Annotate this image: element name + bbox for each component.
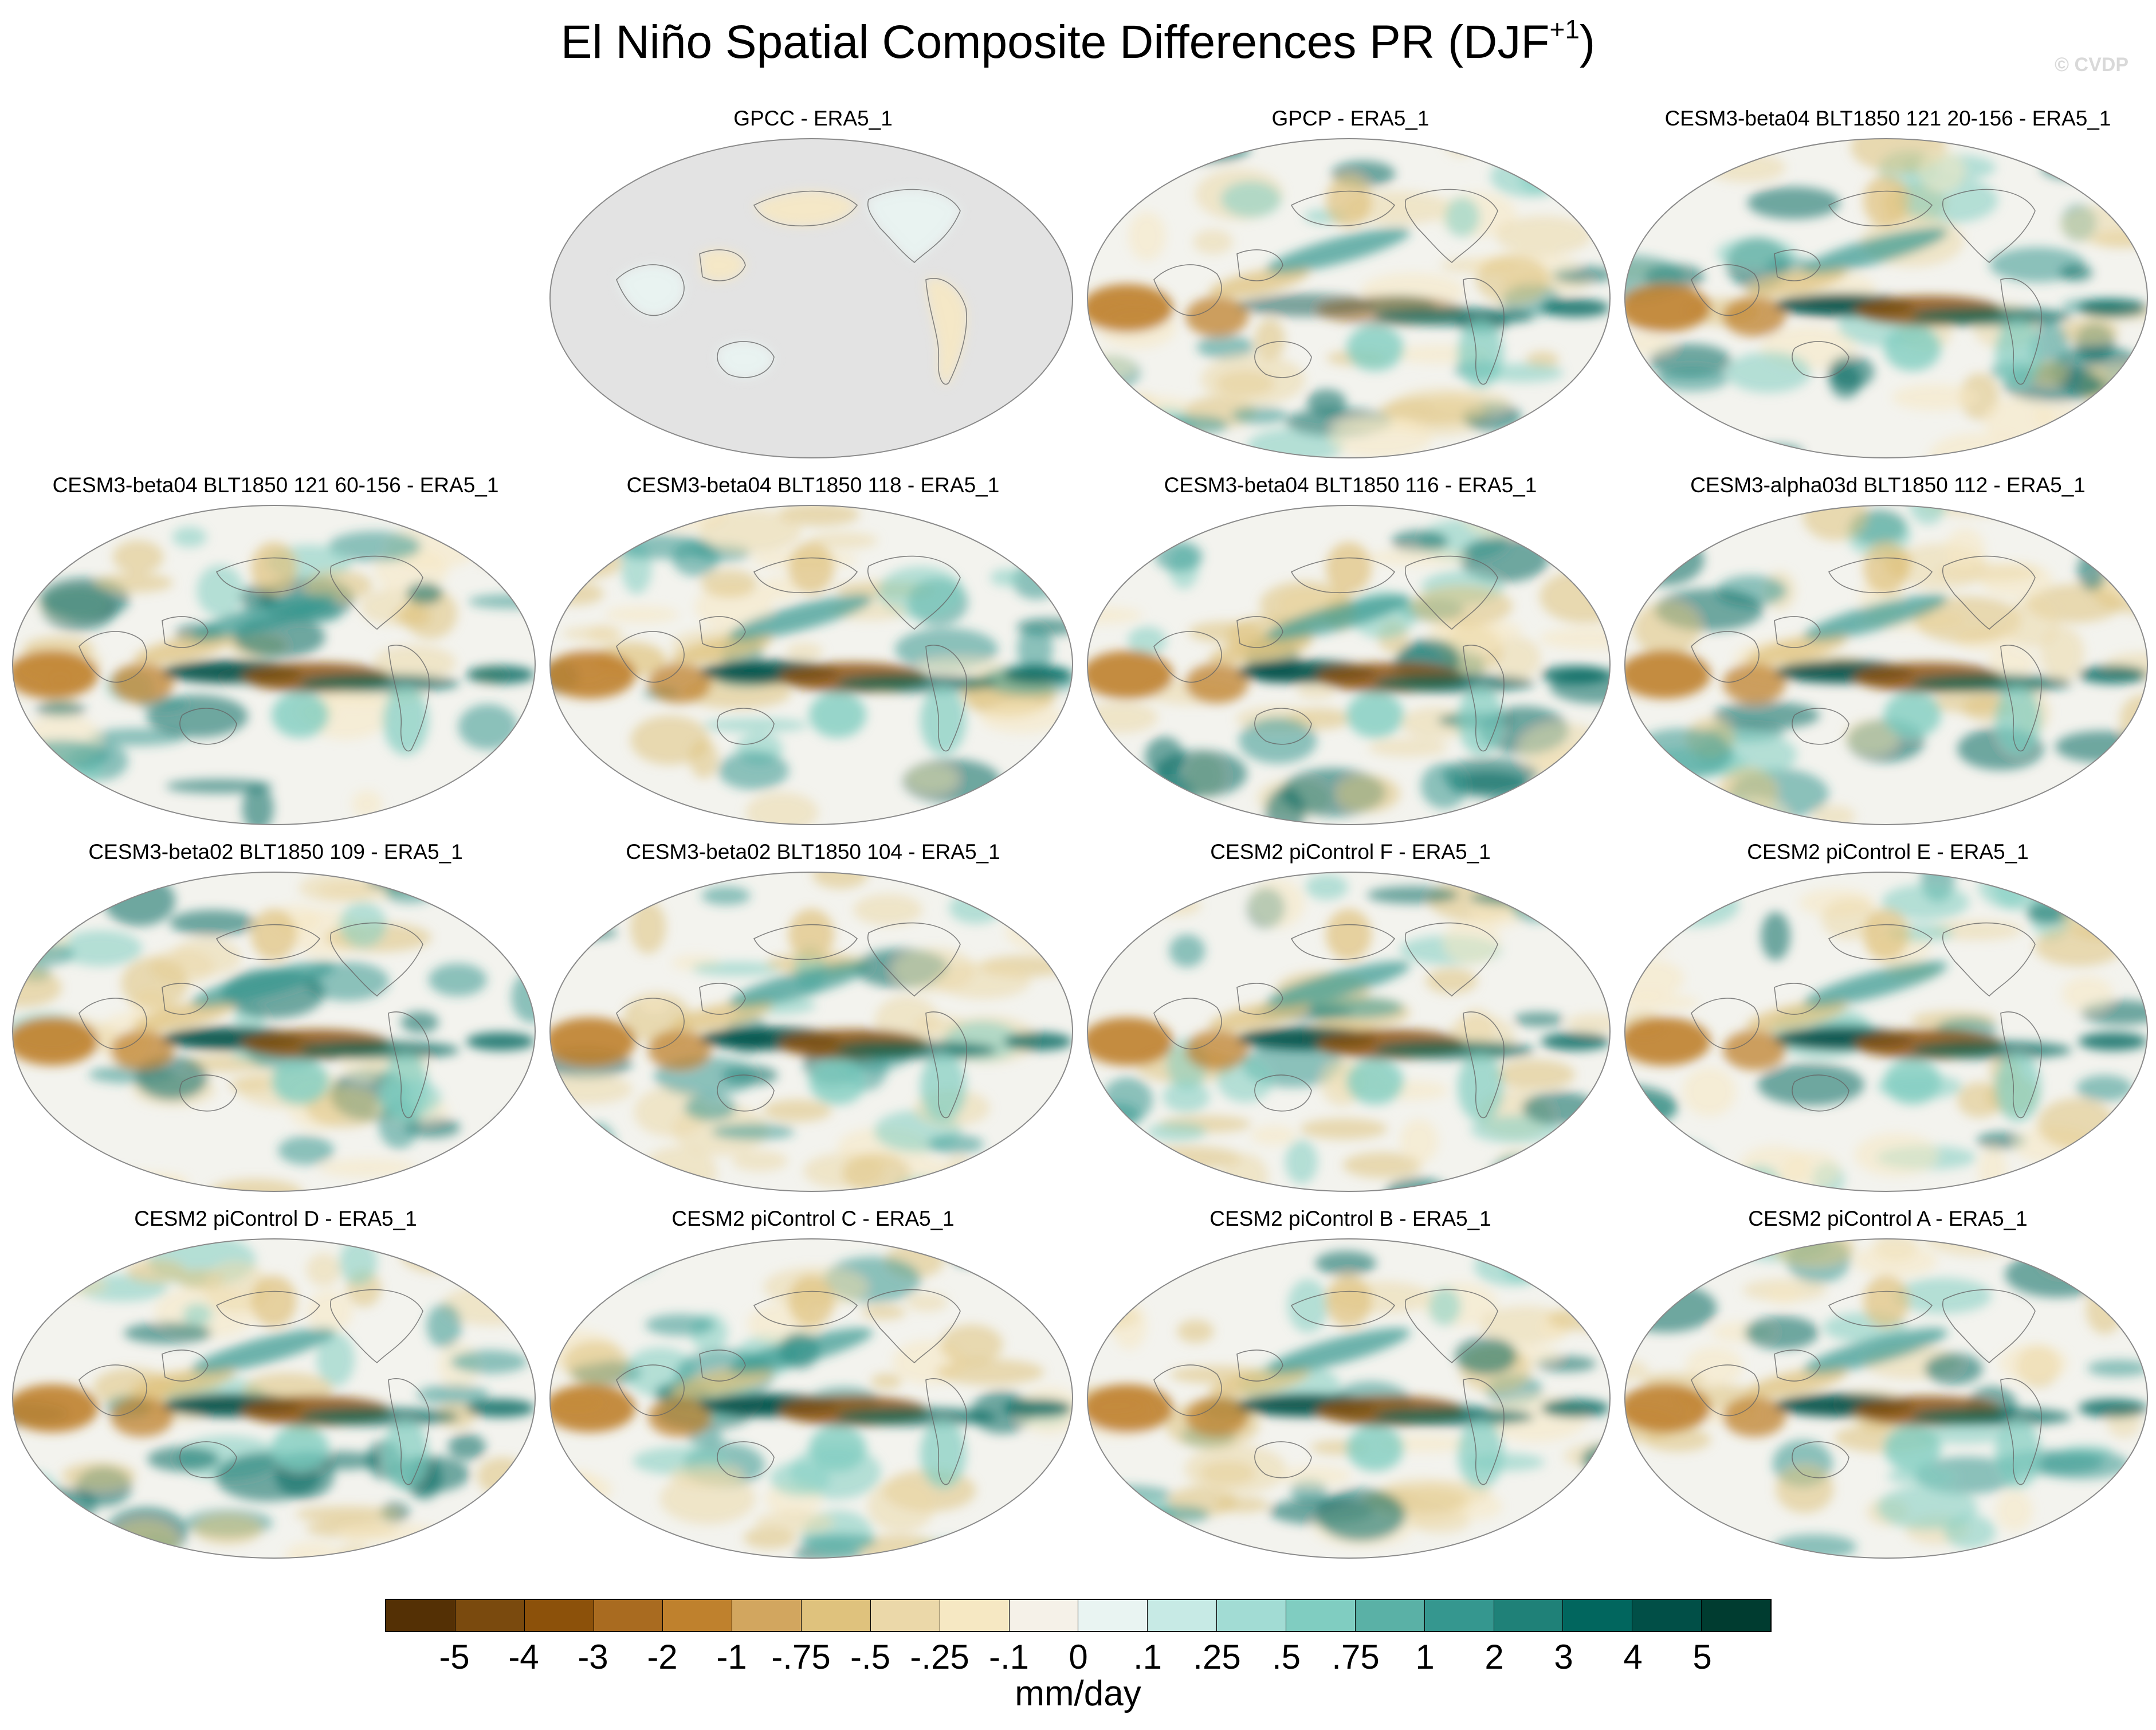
map-panel: CESM3-beta04 BLT1850 121 20-156 - ERA5_1 [1623, 108, 2153, 463]
colorbar-swatch [663, 1600, 733, 1631]
panel-title: CESM3-beta02 BLT1850 104 - ERA5_1 [626, 840, 1000, 864]
panel-title: CESM2 piControl F - ERA5_1 [1210, 840, 1491, 864]
colorbar-units: mm/day [1015, 1674, 1141, 1713]
colorbar-swatch [1563, 1600, 1633, 1631]
colorbar-swatch [870, 1600, 940, 1631]
panel-map [12, 505, 536, 825]
panel-map [1087, 1238, 1611, 1559]
panel-title: CESM3-beta04 BLT1850 121 20-156 - ERA5_1 [1664, 107, 2111, 130]
colorbar-tick-label: .75 [1332, 1638, 1380, 1676]
panel-map [1087, 872, 1611, 1192]
figure-title: El Niño Spatial Composite Differences PR… [0, 16, 2156, 66]
colorbar-tick-label: -3 [578, 1638, 608, 1676]
colorbar-swatch [1355, 1600, 1425, 1631]
figure-title-close: ) [1579, 16, 1596, 68]
map-panel: CESM3-alpha03d BLT1850 112 - ERA5_1 [1623, 474, 2153, 830]
panel-title: CESM2 piControl B - ERA5_1 [1209, 1207, 1491, 1230]
colorbar-tick-label: .25 [1193, 1638, 1241, 1676]
colorbar-swatch [940, 1600, 1010, 1631]
colorbar-tick-label: 1 [1415, 1638, 1435, 1676]
colorbar-swatch [1424, 1600, 1494, 1631]
panel-title: CESM3-beta02 BLT1850 109 - ERA5_1 [88, 840, 463, 864]
colorbar-tick-label: -.25 [910, 1638, 969, 1676]
panel-map [1624, 505, 2148, 825]
figure-title-superscript: +1 [1549, 14, 1580, 44]
panel-title: CESM2 piControl D - ERA5_1 [134, 1207, 417, 1230]
panel-title: CESM2 piControl C - ERA5_1 [671, 1207, 955, 1230]
panel-map [549, 138, 1073, 458]
panel-title: CESM3-beta04 BLT1850 121 60-156 - ERA5_1 [52, 473, 499, 497]
colorbar-tick-label: 5 [1692, 1638, 1712, 1676]
colorbar-swatch [1702, 1600, 1770, 1631]
panel-map [549, 872, 1073, 1192]
map-panel: CESM3-beta02 BLT1850 104 - ERA5_1 [548, 841, 1078, 1197]
colorbar-swatch [732, 1600, 802, 1631]
panel-map [12, 1238, 536, 1559]
panel-title: CESM2 piControl E - ERA5_1 [1747, 840, 2029, 864]
map-panel: CESM2 piControl A - ERA5_1 [1623, 1208, 2153, 1563]
panel-map [1624, 872, 2148, 1192]
colorbar-tick-label: -.75 [771, 1638, 831, 1676]
colorbar-tick-label: -.1 [988, 1638, 1030, 1676]
panel-title: CESM2 piControl A - ERA5_1 [1748, 1207, 2028, 1230]
panel-map [549, 1238, 1073, 1559]
panel-map [1624, 1238, 2148, 1559]
colorbar-swatch [455, 1600, 525, 1631]
map-panel: GPCC - ERA5_1 [548, 108, 1078, 463]
colorbar-swatch [1148, 1600, 1218, 1631]
map-panel: CESM3-beta02 BLT1850 109 - ERA5_1 [10, 841, 541, 1197]
panel-title: CESM3-beta04 BLT1850 116 - ERA5_1 [1164, 473, 1537, 497]
colorbar-tick-label: 0 [1069, 1638, 1088, 1676]
panel-title: CESM3-beta04 BLT1850 118 - ERA5_1 [626, 473, 1000, 497]
colorbar-swatch [802, 1600, 871, 1631]
panel-map [1087, 138, 1611, 458]
map-panel: CESM2 piControl E - ERA5_1 [1623, 841, 2153, 1197]
panel-map [1624, 138, 2148, 458]
map-panel: CESM2 piControl D - ERA5_1 [10, 1208, 541, 1563]
colorbar-tick-label: 3 [1554, 1638, 1573, 1676]
colorbar-tick-label: -1 [716, 1638, 747, 1676]
colorbar-swatch [1632, 1600, 1702, 1631]
panel-title: GPCC - ERA5_1 [733, 107, 893, 130]
map-panel: CESM2 piControl F - ERA5_1 [1085, 841, 1616, 1197]
colorbar-tick-label: -.5 [850, 1638, 891, 1676]
colorbar-swatch [1286, 1600, 1356, 1631]
colorbar-swatch [1009, 1600, 1079, 1631]
colorbar-swatch [386, 1600, 455, 1631]
colorbar-tick-label: 2 [1485, 1638, 1504, 1676]
colorbar-tick-label: 4 [1623, 1638, 1643, 1676]
panel-map [1087, 505, 1611, 825]
map-panel: GPCP - ERA5_1 [1085, 108, 1616, 463]
panel-map [549, 505, 1073, 825]
colorbar [385, 1599, 1772, 1632]
map-panel: CESM3-beta04 BLT1850 121 60-156 - ERA5_1 [10, 474, 541, 830]
colorbar-swatch [1078, 1600, 1148, 1631]
colorbar-tick-label: -5 [439, 1638, 470, 1676]
map-panel: CESM2 piControl B - ERA5_1 [1085, 1208, 1616, 1563]
colorbar-tick-label: .1 [1133, 1638, 1163, 1676]
map-panel: CESM3-beta04 BLT1850 116 - ERA5_1 [1085, 474, 1616, 830]
panel-title: CESM3-alpha03d BLT1850 112 - ERA5_1 [1690, 473, 2086, 497]
colorbar-tick-label: -2 [647, 1638, 678, 1676]
colorbar-swatch [1494, 1600, 1564, 1631]
colorbar-swatch [1217, 1600, 1286, 1631]
panel-title: GPCP - ERA5_1 [1271, 107, 1430, 130]
figure-title-text: El Niño Spatial Composite Differences PR… [560, 16, 1550, 68]
colorbar-tick-label: -4 [508, 1638, 539, 1676]
colorbar-tick-label: .5 [1271, 1638, 1301, 1676]
cvdp-watermark: © CVDP [2055, 54, 2128, 76]
map-panel: CESM3-beta04 BLT1850 118 - ERA5_1 [548, 474, 1078, 830]
map-panel: CESM2 piControl C - ERA5_1 [548, 1208, 1078, 1563]
colorbar-swatch [594, 1600, 663, 1631]
panel-map [12, 872, 536, 1192]
colorbar-swatch [524, 1600, 594, 1631]
